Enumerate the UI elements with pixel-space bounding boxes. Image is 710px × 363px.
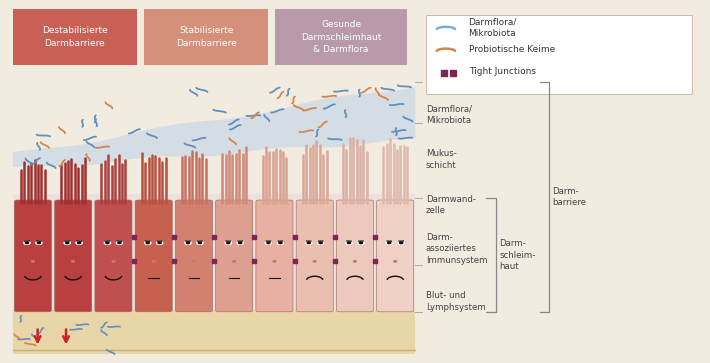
Circle shape xyxy=(307,242,310,244)
FancyBboxPatch shape xyxy=(13,9,137,65)
FancyBboxPatch shape xyxy=(296,200,333,312)
Circle shape xyxy=(118,242,121,244)
Circle shape xyxy=(237,241,244,244)
Circle shape xyxy=(77,242,81,244)
Text: Probiotische Keime: Probiotische Keime xyxy=(469,45,555,54)
FancyBboxPatch shape xyxy=(216,200,253,312)
Circle shape xyxy=(313,261,316,262)
Circle shape xyxy=(305,241,312,244)
Circle shape xyxy=(146,242,149,244)
Circle shape xyxy=(106,242,109,244)
Text: Darmwand-
zelle: Darmwand- zelle xyxy=(426,195,476,215)
Circle shape xyxy=(394,261,397,262)
Circle shape xyxy=(72,261,75,262)
Circle shape xyxy=(198,242,202,244)
Circle shape xyxy=(347,242,351,244)
Circle shape xyxy=(233,261,236,262)
Circle shape xyxy=(266,241,272,244)
Circle shape xyxy=(36,241,42,244)
Circle shape xyxy=(187,242,190,244)
Circle shape xyxy=(104,241,111,244)
Circle shape xyxy=(116,241,123,244)
Circle shape xyxy=(24,241,30,244)
Circle shape xyxy=(398,241,404,244)
Bar xyxy=(13,194,415,310)
Circle shape xyxy=(317,241,324,244)
Text: Blut- und
Lymphsystem: Blut- und Lymphsystem xyxy=(426,291,486,311)
Text: Tight Junctions: Tight Junctions xyxy=(469,67,535,76)
Circle shape xyxy=(158,242,161,244)
FancyBboxPatch shape xyxy=(337,200,373,312)
Circle shape xyxy=(225,241,231,244)
FancyBboxPatch shape xyxy=(275,9,407,65)
Text: Stabilisierte
Darmbarriere: Stabilisierte Darmbarriere xyxy=(176,26,236,48)
FancyBboxPatch shape xyxy=(14,200,51,312)
FancyBboxPatch shape xyxy=(377,200,414,312)
Circle shape xyxy=(358,241,364,244)
Circle shape xyxy=(278,241,283,244)
Circle shape xyxy=(192,261,195,262)
FancyBboxPatch shape xyxy=(55,200,92,312)
Circle shape xyxy=(267,242,270,244)
Circle shape xyxy=(31,261,34,262)
FancyBboxPatch shape xyxy=(175,200,212,312)
Circle shape xyxy=(273,261,276,262)
Text: Darm-
assoziiertes
Immunsystem: Darm- assoziiertes Immunsystem xyxy=(426,233,488,265)
FancyBboxPatch shape xyxy=(95,200,132,312)
Circle shape xyxy=(76,241,82,244)
Circle shape xyxy=(65,242,69,244)
Circle shape xyxy=(354,261,356,262)
FancyBboxPatch shape xyxy=(144,9,268,65)
Circle shape xyxy=(26,242,28,244)
Circle shape xyxy=(226,242,230,244)
Bar xyxy=(13,310,415,354)
Circle shape xyxy=(38,242,40,244)
Circle shape xyxy=(400,242,403,244)
Circle shape xyxy=(388,242,390,244)
Circle shape xyxy=(239,242,241,244)
Text: Darm-
barriere: Darm- barriere xyxy=(552,187,586,207)
FancyBboxPatch shape xyxy=(135,200,173,312)
Circle shape xyxy=(319,242,322,244)
FancyBboxPatch shape xyxy=(426,15,692,94)
Text: Darmflora/
Mikrobiota: Darmflora/ Mikrobiota xyxy=(426,104,472,125)
Circle shape xyxy=(152,261,155,262)
FancyBboxPatch shape xyxy=(256,200,293,312)
Text: Darm-
schleim-
haut: Darm- schleim- haut xyxy=(499,239,535,271)
Circle shape xyxy=(346,241,352,244)
Circle shape xyxy=(359,242,363,244)
Circle shape xyxy=(185,241,191,244)
Polygon shape xyxy=(13,87,415,167)
Circle shape xyxy=(279,242,282,244)
Text: Mukus-
schicht: Mukus- schicht xyxy=(426,150,457,170)
Text: Darmflora/
Mikrobiota: Darmflora/ Mikrobiota xyxy=(469,18,517,38)
Circle shape xyxy=(112,261,115,262)
Circle shape xyxy=(145,241,151,244)
Text: Gesunde
Darmschleimhaut
& Darmflora: Gesunde Darmschleimhaut & Darmflora xyxy=(301,20,381,54)
Circle shape xyxy=(156,241,163,244)
Circle shape xyxy=(197,241,203,244)
Circle shape xyxy=(64,241,70,244)
Text: Destabilisierte
Darmbarriere: Destabilisierte Darmbarriere xyxy=(42,26,108,48)
Circle shape xyxy=(386,241,393,244)
